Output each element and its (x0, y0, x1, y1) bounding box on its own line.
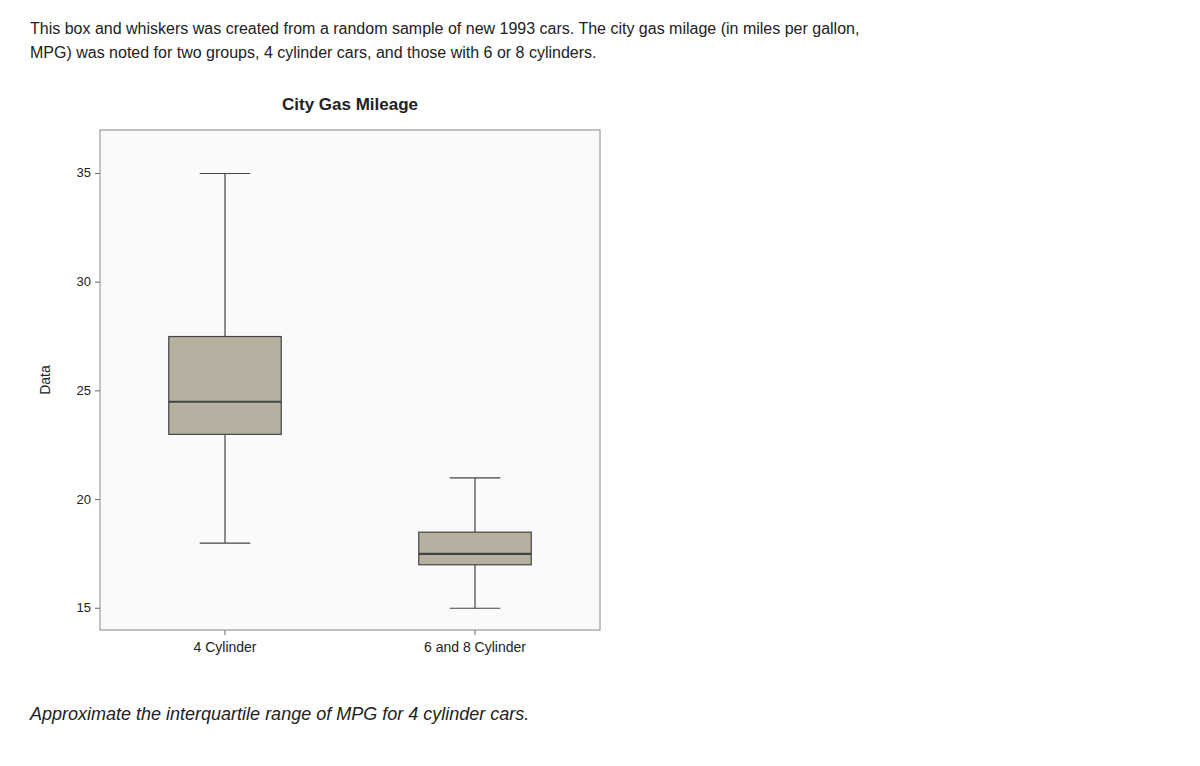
whisker-upper (224, 173, 225, 336)
x-tick-label: 6 and 8 Cylinder (424, 639, 526, 655)
median-line (419, 553, 532, 555)
y-tick-label: 30 (77, 274, 91, 289)
question: Approximate the interquartile range of M… (29, 704, 529, 724)
y-axis: 15 20 25 30 35 (77, 165, 100, 615)
plot-frame (100, 130, 600, 630)
x-tick (475, 630, 476, 635)
whisker-lower (474, 565, 475, 608)
whisker-cap-upper (200, 173, 251, 174)
y-tick (95, 173, 100, 174)
y-axis-label: Data (37, 365, 53, 395)
whisker-lower (224, 434, 225, 543)
y-tick-label: 25 (77, 383, 91, 398)
y-tick (95, 608, 100, 609)
y-tick-label: 20 (77, 492, 91, 507)
box (169, 337, 282, 435)
box-group (419, 478, 532, 608)
description: MPG) was noted for two groups, 4 cylinde… (30, 44, 596, 61)
box-group (169, 173, 282, 543)
boxes (169, 173, 532, 608)
box (419, 532, 532, 565)
plot-background (100, 130, 600, 630)
y-tick (95, 390, 100, 391)
whisker-upper (474, 478, 475, 532)
description: This box and whiskers was created from a… (30, 20, 859, 37)
title: City Gas Mileage (282, 95, 418, 114)
chart-svg: This box and whiskers was created from a… (0, 0, 1200, 766)
x-tick-label: 4 Cylinder (193, 639, 256, 655)
whisker-cap-lower (450, 608, 501, 609)
y-tick (95, 499, 100, 500)
y-tick (95, 282, 100, 283)
chart-root: This box and whiskers was created from a… (0, 0, 1200, 766)
y-tick-label: 15 (77, 600, 91, 615)
y-tick-label: 35 (77, 165, 91, 180)
whisker-cap-upper (450, 477, 501, 478)
median-line (169, 401, 282, 403)
x-axis: 4 Cylinder 6 and 8 Cylinder (193, 630, 526, 655)
whisker-cap-lower (200, 542, 251, 543)
x-tick (225, 630, 226, 635)
